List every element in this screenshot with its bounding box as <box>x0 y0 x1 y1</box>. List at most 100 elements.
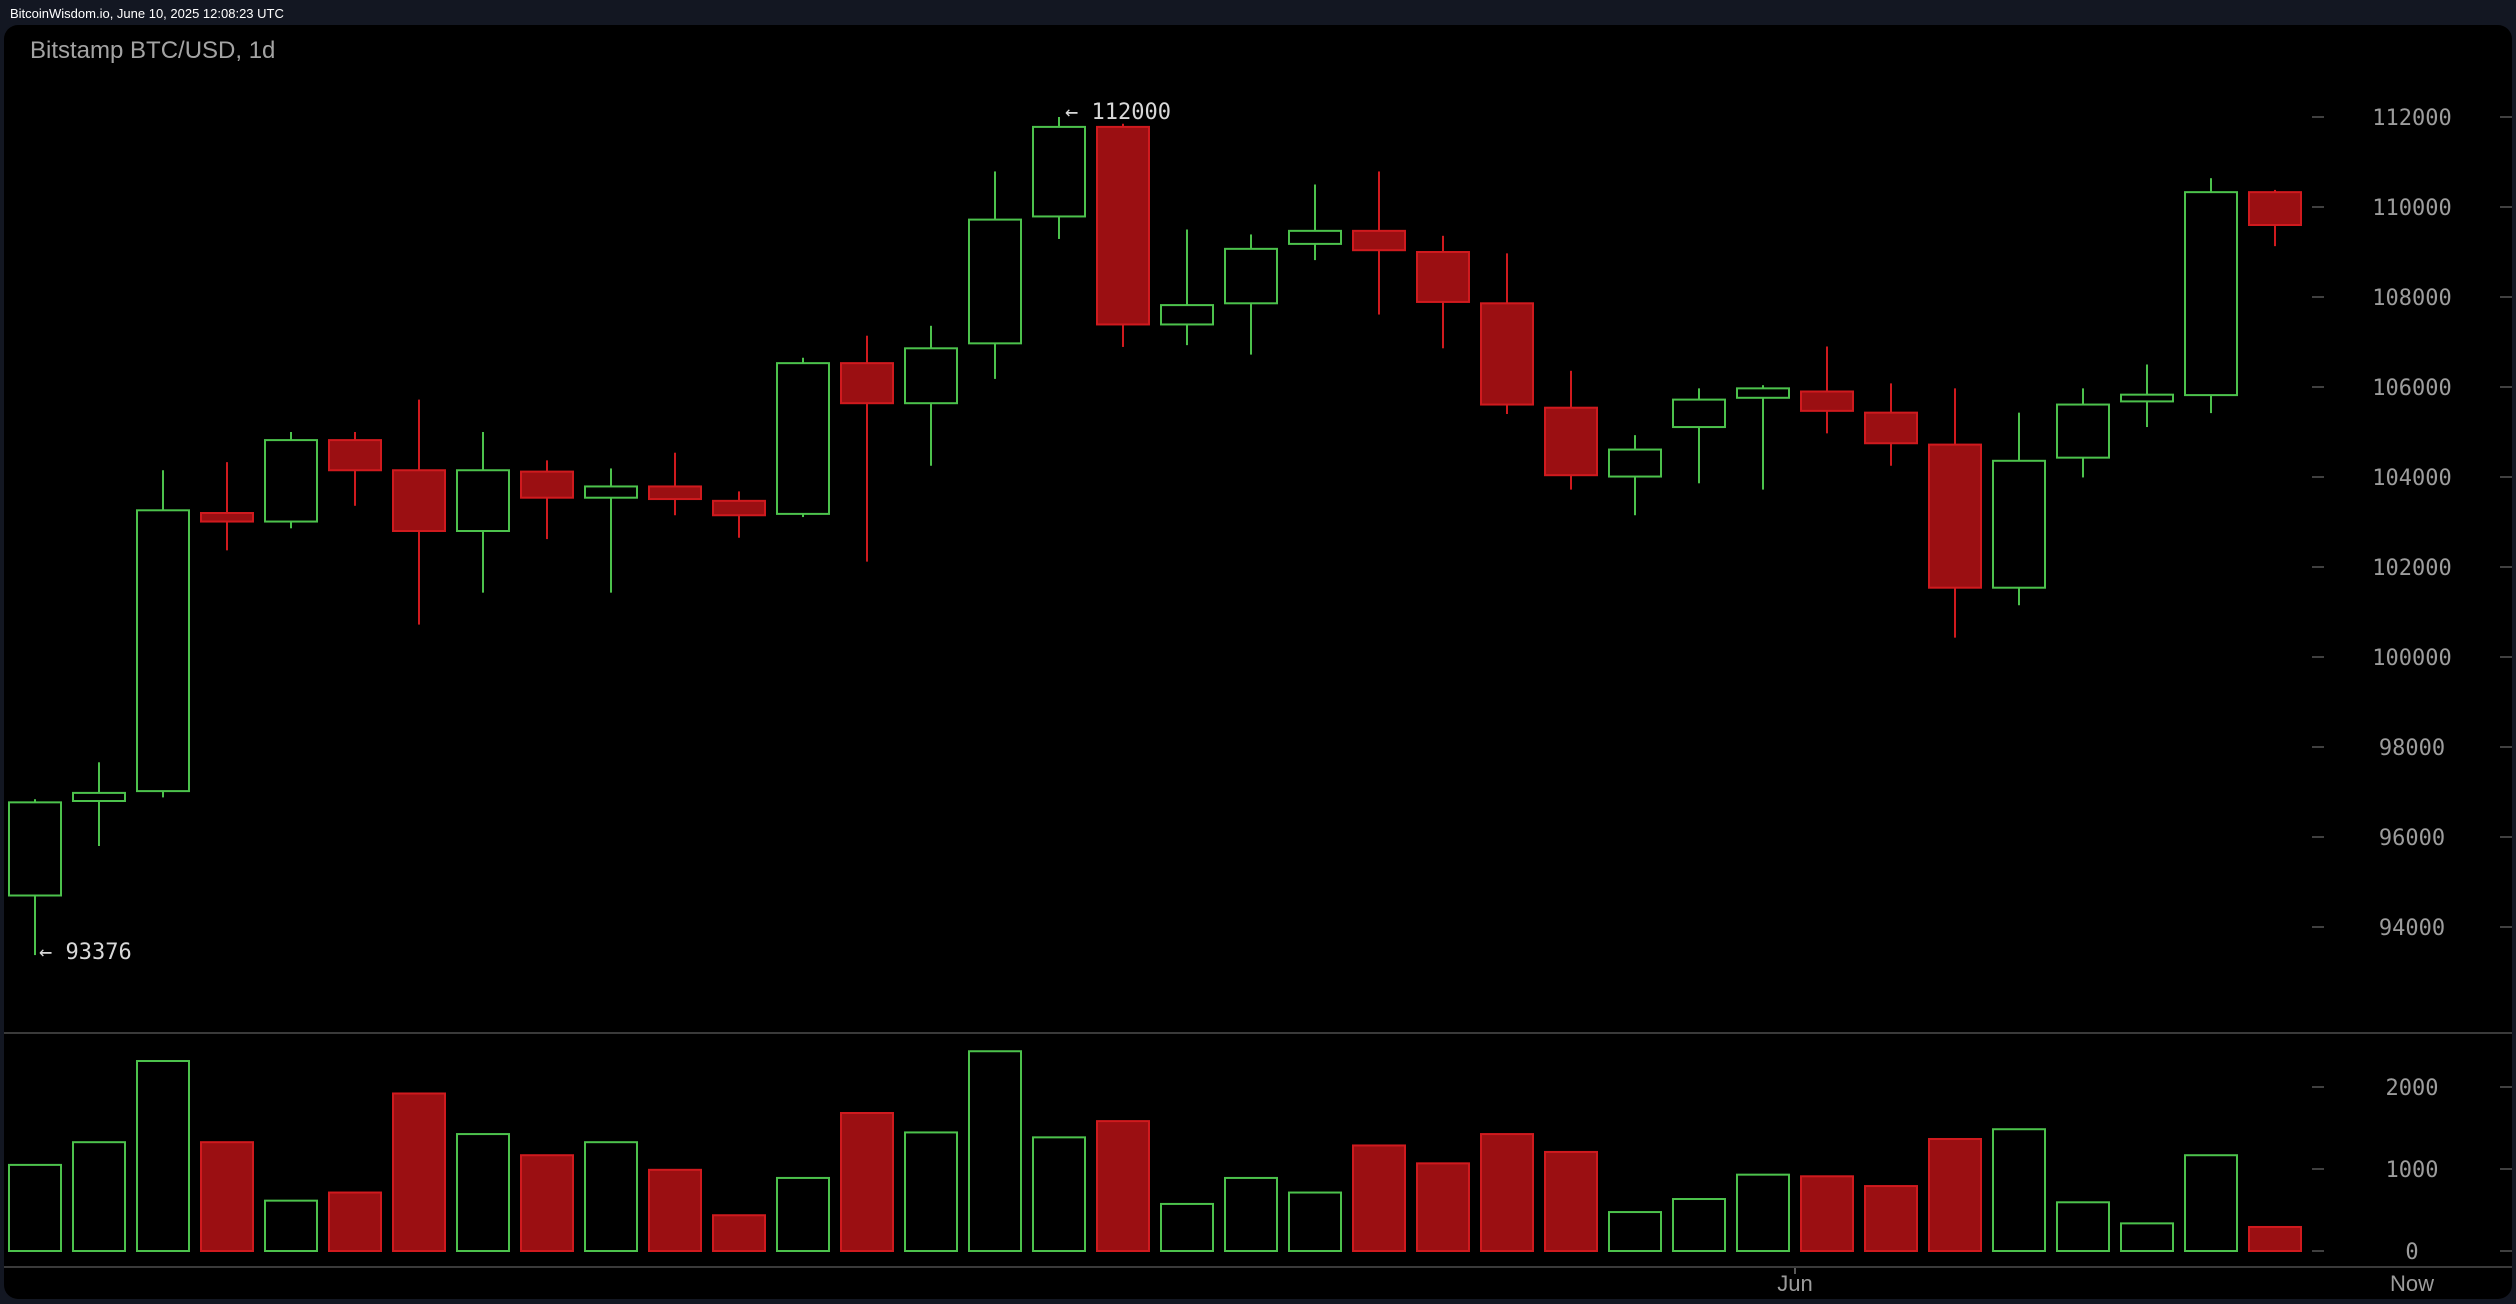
volume-bar <box>520 1154 574 1252</box>
candle <box>968 171 1022 379</box>
volume-bar <box>456 1133 510 1252</box>
price-tick-label: 104000 <box>2372 466 2451 491</box>
volume-bar <box>392 1092 446 1253</box>
chart-title: Bitstamp BTC/USD, 1d <box>30 37 276 64</box>
volume-bar <box>264 1199 318 1252</box>
candle-body <box>968 218 1022 345</box>
candle <box>584 468 638 593</box>
candle <box>1096 123 1150 347</box>
candle-body <box>1032 125 1086 218</box>
candle-body <box>1800 390 1854 412</box>
site-timestamp-header: BitcoinWisdom.io, June 10, 2025 12:08:23… <box>10 6 284 21</box>
candle-body <box>1288 229 1342 245</box>
candle <box>1416 235 1470 349</box>
candle <box>1672 388 1726 484</box>
candle <box>136 470 190 798</box>
volume-bar <box>200 1141 254 1253</box>
candle <box>1864 383 1918 466</box>
candle <box>1544 370 1598 490</box>
time-label-now: Now <box>2390 1271 2434 1296</box>
candle <box>456 432 510 593</box>
candle <box>840 335 894 562</box>
volume-bar <box>1352 1144 1406 1252</box>
candlestick-series <box>8 117 2302 956</box>
candle <box>712 491 766 538</box>
volume-tick-label: 0 <box>2405 1240 2418 1265</box>
candle <box>200 462 254 551</box>
price-tick-label: 108000 <box>2372 286 2451 311</box>
volume-bar <box>136 1060 190 1252</box>
candle-body <box>1544 406 1598 477</box>
candle-body <box>904 347 958 405</box>
candle-body <box>200 512 254 523</box>
candle-body <box>2056 403 2110 459</box>
volume-bar <box>1928 1137 1982 1253</box>
volume-bar <box>584 1141 638 1253</box>
volume-bar <box>1608 1211 1662 1253</box>
volume-bar <box>328 1191 382 1253</box>
candle-body <box>1864 411 1918 445</box>
price-tick-label: 100000 <box>2372 646 2451 671</box>
candle <box>1352 171 1406 315</box>
volume-bar <box>1480 1133 1534 1252</box>
volume-bar <box>1736 1173 1790 1252</box>
candle-body <box>2120 393 2174 403</box>
volume-bar <box>72 1141 126 1253</box>
candle-body <box>1096 125 1150 326</box>
candle <box>72 762 126 846</box>
volume-bar <box>1096 1120 1150 1253</box>
candle <box>1288 184 1342 261</box>
candle-body <box>392 469 446 532</box>
price-axis: 112000 110000 108000 106000 104000 102000 1000… <box>2312 106 2512 941</box>
volume-bar <box>1416 1162 1470 1253</box>
candle <box>648 452 702 516</box>
volume-tick-label: 1000 <box>2386 1158 2439 1183</box>
volume-bar <box>1544 1150 1598 1252</box>
volume-bar <box>648 1168 702 1252</box>
candle-body <box>1608 448 1662 478</box>
candle-body <box>1416 251 1470 303</box>
volume-bar <box>840 1111 894 1253</box>
candle <box>392 399 446 625</box>
candle-body <box>1992 459 2046 589</box>
candle-body <box>72 791 126 803</box>
price-tick-label: 94000 <box>2379 916 2445 941</box>
price-tick-label: 110000 <box>2372 196 2451 221</box>
volume-bar <box>1992 1128 2046 1252</box>
candle <box>8 799 62 956</box>
candle <box>2120 364 2174 428</box>
candle <box>520 460 574 540</box>
chart-panel[interactable] <box>4 25 2512 1299</box>
volume-bar <box>1672 1198 1726 1252</box>
candle <box>1608 435 1662 516</box>
candle <box>1160 229 1214 346</box>
price-tick-label: 98000 <box>2379 736 2445 761</box>
volume-bar <box>1800 1175 1854 1252</box>
candle-body <box>456 469 510 532</box>
candle-body <box>2184 191 2238 397</box>
candle <box>1032 117 1086 239</box>
volume-bar <box>2248 1225 2302 1252</box>
candle <box>328 432 382 506</box>
low-price-annotation: ← 93376 <box>39 940 132 965</box>
volume-bar <box>2056 1201 2110 1252</box>
price-tick-label: 96000 <box>2379 826 2445 851</box>
candle-body <box>712 499 766 517</box>
volume-bar <box>1288 1191 1342 1253</box>
candle <box>1992 412 2046 606</box>
candle <box>2184 178 2238 414</box>
volume-bar <box>1160 1202 1214 1253</box>
candle-body <box>840 362 894 405</box>
candle-body <box>1224 247 1278 305</box>
candle-body <box>1352 229 1406 252</box>
candle-body <box>328 439 382 472</box>
candle <box>1800 346 1854 434</box>
candle-body <box>1160 304 1214 326</box>
volume-bar <box>904 1131 958 1252</box>
candle <box>2056 388 2110 478</box>
candle <box>2248 189 2302 247</box>
volume-bar <box>712 1214 766 1253</box>
volume-series <box>8 1050 2302 1253</box>
candle <box>776 357 830 518</box>
